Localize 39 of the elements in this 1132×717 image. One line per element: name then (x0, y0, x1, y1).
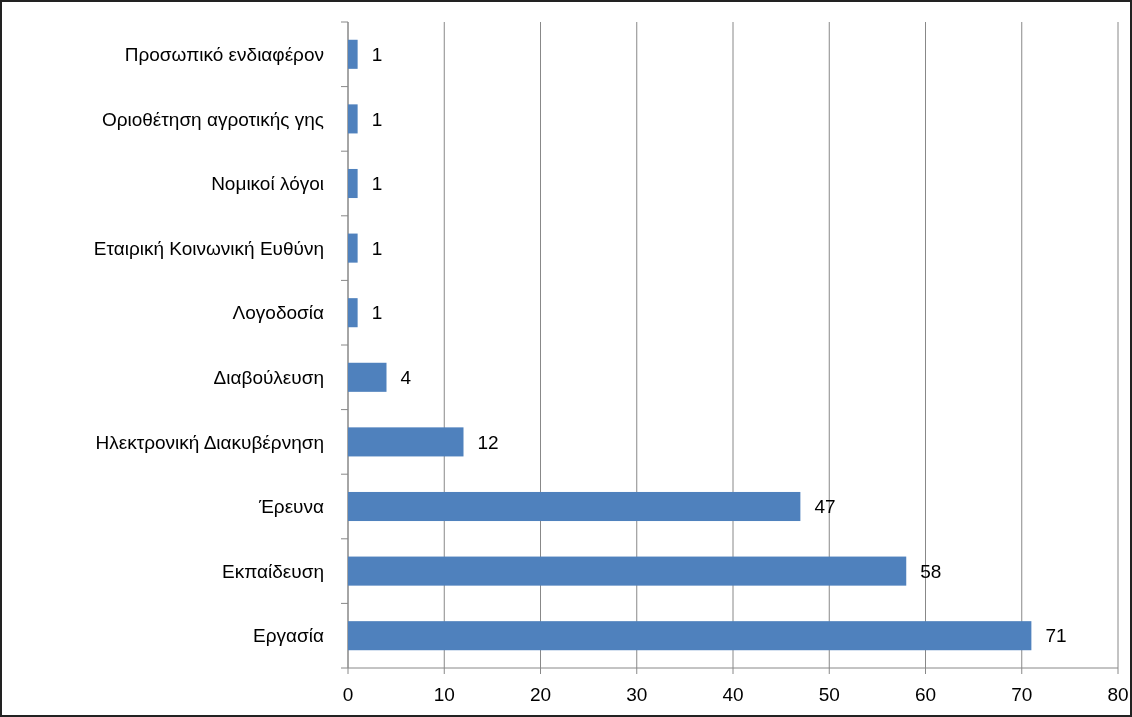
y-tick-label: Οριοθέτηση αγροτικής γης (101, 108, 324, 130)
data-label: 47 (814, 496, 836, 518)
bar (348, 621, 1032, 651)
bar (348, 168, 358, 199)
y-tick-label: Έρευνα (257, 496, 325, 518)
x-tick-label: 20 (529, 684, 552, 705)
x-tick-label: 30 (626, 684, 648, 705)
data-label: 1 (371, 108, 383, 130)
data-label: 1 (371, 302, 383, 324)
data-label: 1 (371, 173, 383, 195)
x-tick-label: 40 (722, 684, 744, 705)
y-tick-label: Εταιρική Κοινωνική Ευθύνη (93, 237, 324, 259)
x-tick-label: 0 (342, 684, 354, 705)
bar (348, 427, 464, 457)
bar (348, 39, 358, 69)
data-label: 1 (371, 237, 383, 259)
y-tick-label: Νομικοί λόγοι (211, 173, 324, 195)
x-tick-label: 60 (914, 684, 937, 705)
y-tick-label: Λογοδοσία (232, 302, 325, 324)
y-tick-label: Εργασία (253, 625, 325, 647)
y-tick-label: Διαβούλευση (213, 366, 324, 388)
data-label: 58 (920, 560, 942, 582)
y-tick-label: Προσωπικό ενδιαφέρον (124, 43, 324, 65)
bar (348, 491, 801, 522)
x-tick-label: 50 (818, 684, 840, 705)
data-label: 71 (1045, 625, 1067, 647)
bar (348, 556, 907, 586)
bar (348, 233, 358, 263)
data-label: 12 (477, 431, 499, 453)
bar (348, 362, 387, 392)
data-label: 4 (400, 366, 412, 388)
bar (348, 104, 358, 134)
y-tick-label: Εκπαίδευση (222, 560, 324, 582)
data-label: 1 (371, 43, 383, 65)
y-tick-label: Ηλεκτρονική Διακυβέρνηση (95, 431, 324, 453)
x-tick-label: 10 (433, 684, 455, 705)
x-tick-label: 80 (1107, 684, 1129, 705)
bar (348, 298, 358, 328)
x-tick-label: 70 (1011, 684, 1033, 705)
